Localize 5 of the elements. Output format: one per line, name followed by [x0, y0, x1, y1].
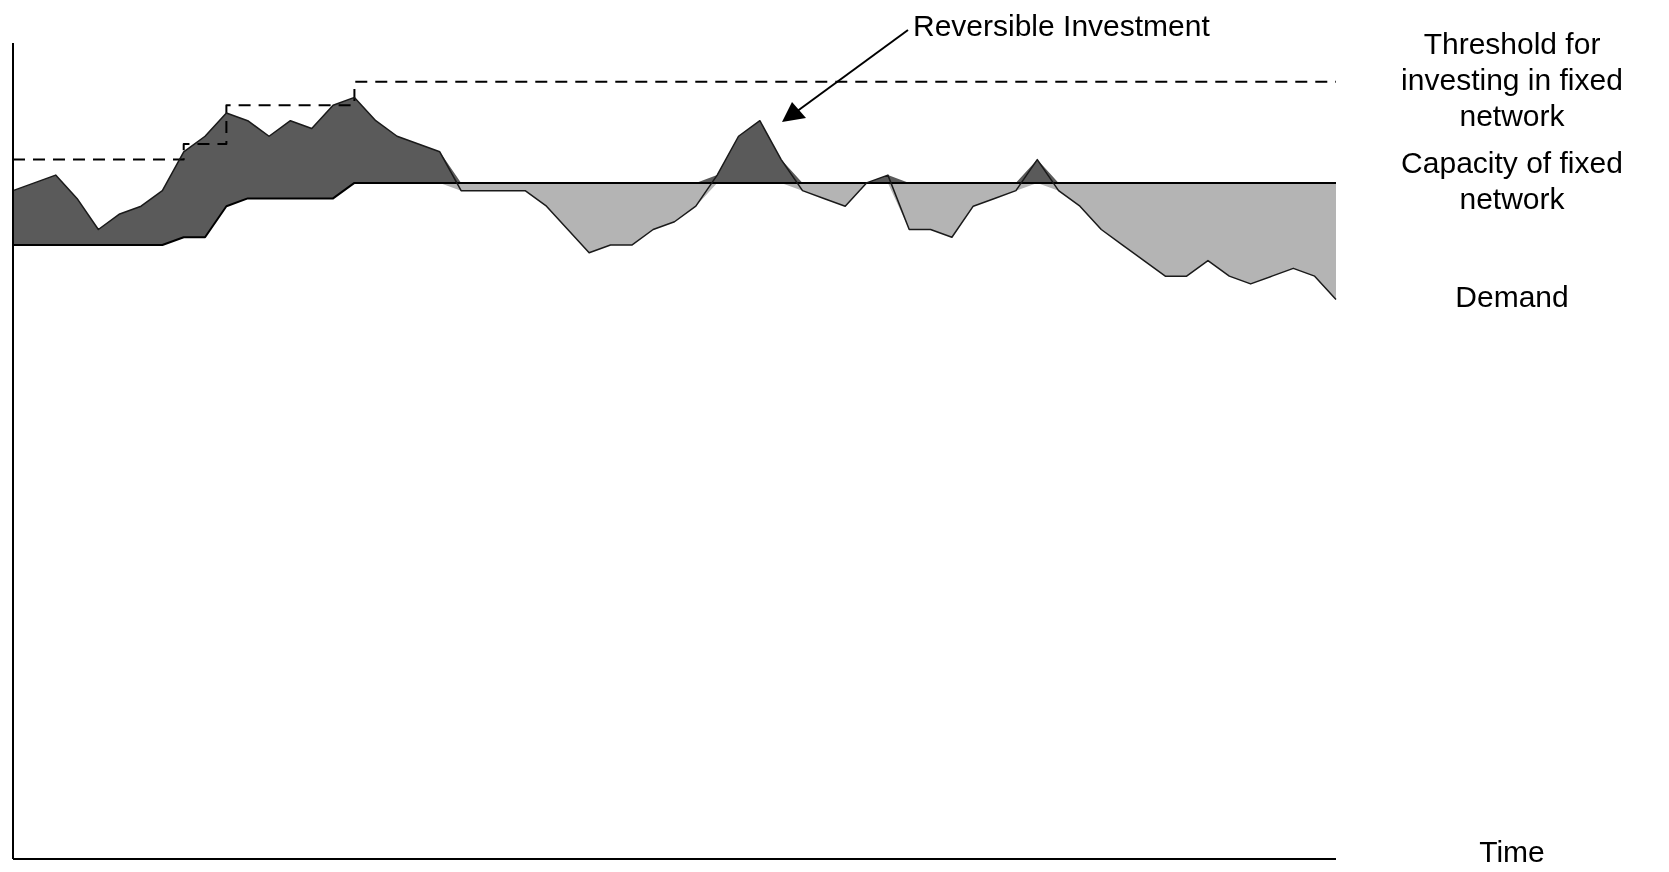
text: Threshold for investing in fixed network	[1401, 26, 1623, 132]
text: Demand	[1455, 280, 1569, 314]
x-axis-title: Time	[1479, 834, 1545, 868]
text: Capacity of fixed network	[1401, 145, 1623, 215]
text: Reversible Investment	[913, 8, 1211, 42]
